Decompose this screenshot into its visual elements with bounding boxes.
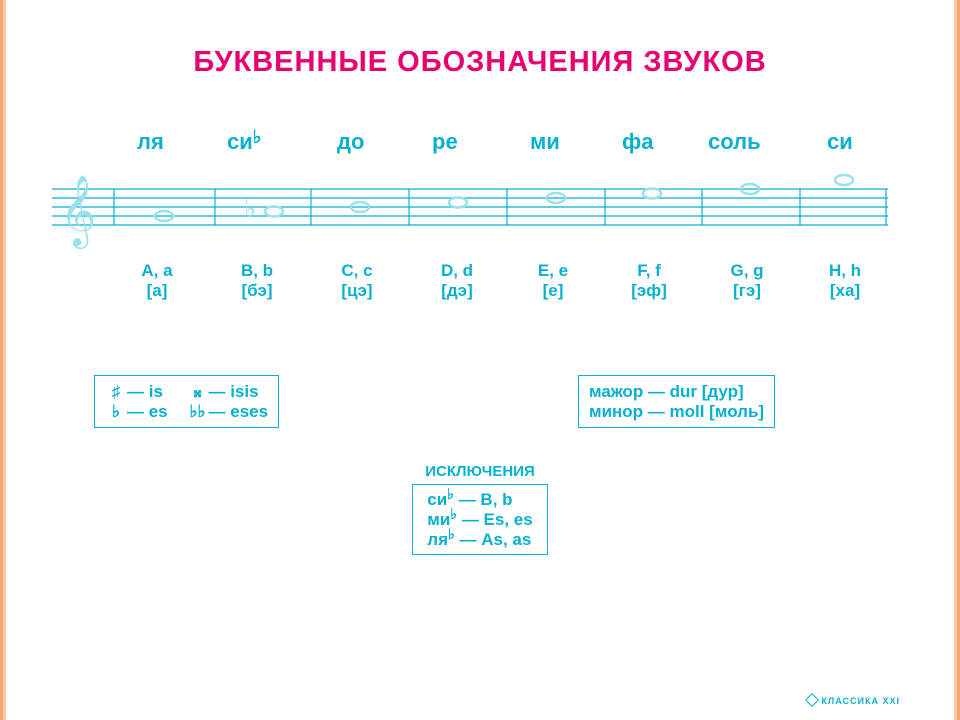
mode-minor-line: минор — moll [моль]	[589, 402, 764, 422]
accidentals-line-2: ♭— es ♭♭— eses	[105, 402, 268, 422]
letter-pronunciation: [цэ]	[312, 281, 402, 301]
flat-icon: ♭	[450, 507, 457, 523]
letter-pronunciation: [е]	[508, 281, 598, 301]
letter-col-3: D, d[дэ]	[412, 261, 502, 301]
left-border	[0, 0, 6, 720]
letter-names-row: A, a[а]B, b[бэ]C, c[цэ]D, d[дэ]E, e[е]F,…	[52, 261, 908, 305]
sharp-icon: ♯	[105, 382, 127, 402]
letter-pronunciation: [ха]	[800, 281, 890, 301]
staff-container: 𝄞♭	[52, 163, 908, 253]
logo-icon	[805, 693, 819, 707]
note-label-1: си♭	[227, 129, 262, 155]
accidentals-line-1: ♯— is 𝄪— isis	[105, 382, 268, 402]
letter-col-1: B, b[бэ]	[212, 261, 302, 301]
letter-col-5: F, f[эф]	[604, 261, 694, 301]
mode-box: мажор — dur [дур] минор — moll [моль]	[578, 375, 775, 428]
exception-mapping: — As, as	[455, 530, 532, 549]
svg-text:♭: ♭	[244, 195, 256, 224]
exception-mapping: — Es, es	[457, 510, 533, 529]
letter-col-4: E, e[е]	[508, 261, 598, 301]
note-names-row: ля си♭ до ре ми фа соль си	[52, 129, 908, 155]
exception-note: ми	[427, 510, 450, 529]
accidentals-box: ♯— is 𝄪— isis ♭— es ♭♭— eses	[94, 375, 279, 428]
flat-icon: ♭	[105, 402, 127, 422]
mode-major-line: мажор — dur [дур]	[589, 382, 764, 402]
letter-main: E, e	[508, 261, 598, 281]
letter-main: B, b	[212, 261, 302, 281]
exceptions-box: си♭ — B, bми♭ — Es, esля♭ — As, as	[412, 484, 547, 555]
letter-main: G, g	[702, 261, 792, 281]
flat-icon: ♭	[447, 487, 454, 503]
double-sharp-icon: 𝄪	[187, 382, 209, 402]
svg-text:𝄞: 𝄞	[60, 175, 97, 249]
letter-pronunciation: [эф]	[604, 281, 694, 301]
letter-main: C, c	[312, 261, 402, 281]
exception-mapping: — B, b	[454, 490, 513, 509]
flat-icon: ♭	[253, 126, 262, 147]
exception-note: ля	[427, 530, 448, 549]
page-title: БУКВЕННЫЕ ОБОЗНАЧЕНИЯ ЗВУКОВ	[52, 46, 908, 79]
note-label-0: ля	[137, 129, 164, 155]
letter-pronunciation: [бэ]	[212, 281, 302, 301]
letter-col-6: G, g[гэ]	[702, 261, 792, 301]
border-stripe-inner	[3, 0, 6, 720]
content-area: БУКВЕННЫЕ ОБОЗНАЧЕНИЯ ЗВУКОВ ляси♭дореми…	[52, 46, 908, 555]
letter-main: D, d	[412, 261, 502, 281]
letter-pronunciation: [гэ]	[702, 281, 792, 301]
exception-row-1: ми♭ — Es, es	[427, 510, 532, 530]
exceptions-title: ИСКЛЮЧЕНИЯ	[52, 463, 908, 480]
exception-row-0: си♭ — B, b	[427, 490, 532, 510]
letter-main: A, a	[112, 261, 202, 281]
letter-col-7: H, h[ха]	[800, 261, 890, 301]
note-label-2: до	[337, 129, 364, 155]
publisher-logo: КЛАССИКА XXI	[807, 695, 900, 706]
letter-pronunciation: [дэ]	[412, 281, 502, 301]
music-staff: 𝄞♭	[52, 163, 888, 253]
note-label-5: фа	[622, 129, 654, 155]
info-boxes-row: ♯— is 𝄪— isis ♭— es ♭♭— eses мажор — dur…	[52, 375, 908, 445]
exception-row-2: ля♭ — As, as	[427, 530, 532, 550]
letter-main: F, f	[604, 261, 694, 281]
note-label-6: соль	[708, 129, 761, 155]
note-label-7: си	[827, 129, 853, 155]
right-border	[954, 0, 960, 720]
double-flat-icon: ♭♭	[187, 402, 209, 422]
note-label-4: ми	[530, 129, 560, 155]
flat-icon: ♭	[448, 527, 455, 543]
letter-pronunciation: [а]	[112, 281, 202, 301]
letter-main: H, h	[800, 261, 890, 281]
letter-col-0: A, a[а]	[112, 261, 202, 301]
letter-col-2: C, c[цэ]	[312, 261, 402, 301]
note-label-3: ре	[432, 129, 458, 155]
exception-note: си	[427, 490, 447, 509]
